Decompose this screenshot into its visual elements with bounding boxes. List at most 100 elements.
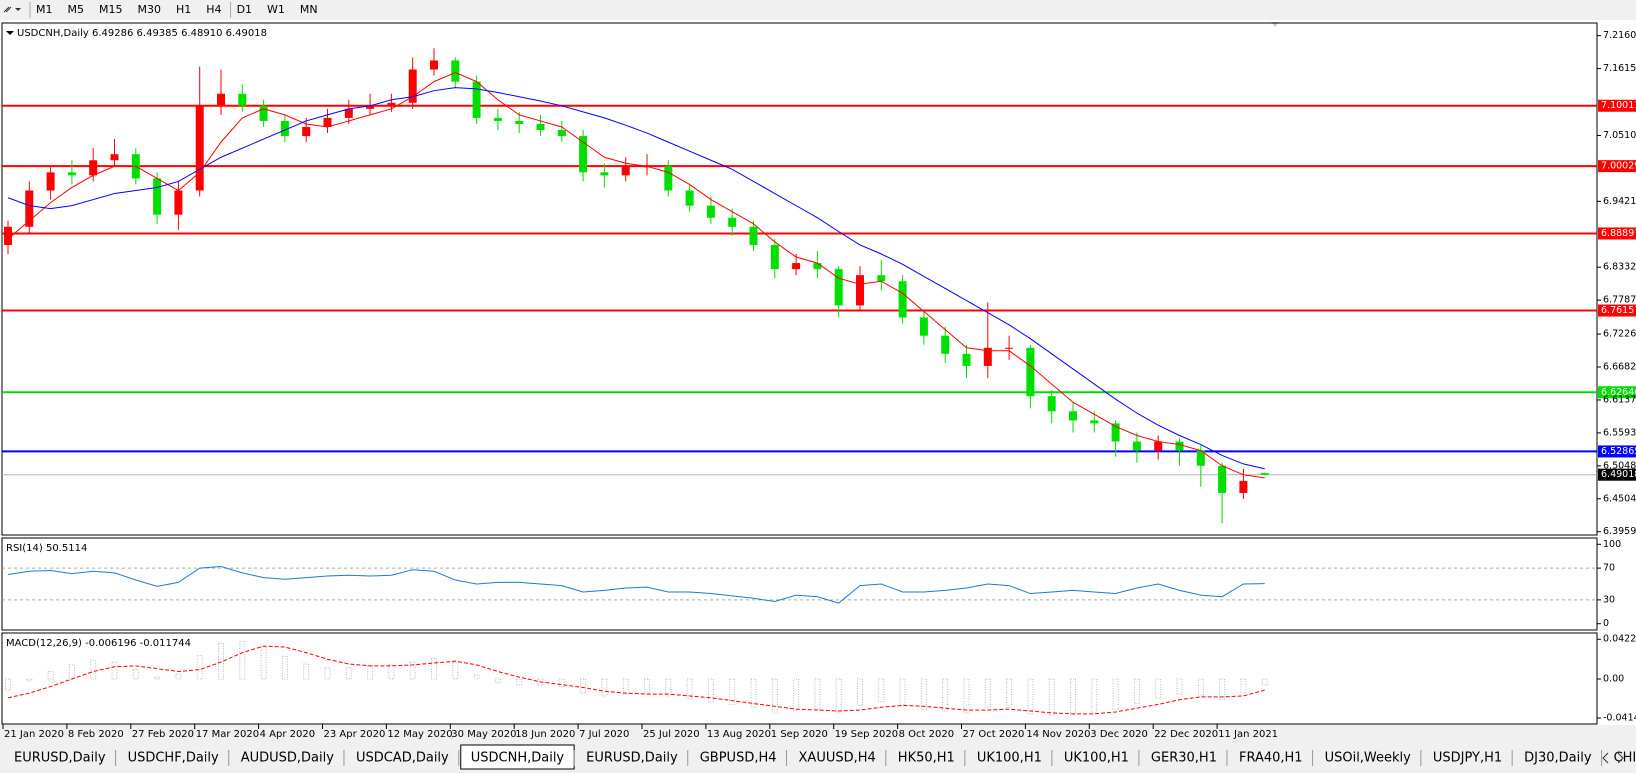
timeframe-button[interactable]: M5 (68, 3, 85, 16)
timeframe-button[interactable]: MN (300, 3, 318, 16)
timeframe-label[interactable]: M15 (99, 3, 123, 16)
symbol-tab[interactable]: EURUSD,Daily (576, 747, 689, 768)
tab-label[interactable]: AUDUSD,Daily (241, 751, 335, 766)
scroll-arrows[interactable] (1602, 752, 1624, 764)
histogram-bar (707, 678, 714, 703)
timeframe-button[interactable]: H4 (206, 3, 221, 16)
tab-label[interactable]: FRA40,H1 (1239, 751, 1303, 766)
symbol-tab[interactable]: GBPUSD,H4 (689, 747, 788, 768)
tab-label[interactable]: USDCNH,Daily (471, 751, 565, 766)
tab-background[interactable] (117, 747, 229, 768)
tab-background[interactable] (1228, 747, 1313, 768)
candle-body (366, 105, 375, 109)
symbol-tab[interactable]: USDCAD,Daily (345, 747, 460, 768)
candle-body (238, 93, 247, 106)
symbol-tab[interactable]: USDJPY,H1 (1422, 747, 1513, 768)
timeframe-label[interactable]: M5 (68, 3, 85, 16)
tool-icon[interactable] (3, 6, 12, 13)
y-tick-label: -0.04148 (1603, 713, 1636, 724)
symbol-tab[interactable]: HK50,H1 (887, 747, 966, 768)
timeframe-label[interactable]: MN (300, 3, 318, 16)
candle-body (792, 263, 801, 270)
tab-label[interactable]: USDCAD,Daily (356, 751, 449, 766)
timeframe-label[interactable]: M1 (36, 3, 53, 16)
tab-label[interactable]: CHINA300,H1 (1614, 751, 1636, 766)
y-tick-label: 6.45040 (1603, 493, 1636, 504)
timeframe-button[interactable]: M30 (138, 3, 162, 16)
candle-body (579, 136, 588, 173)
symbol-tab[interactable]: EURUSD,Daily (4, 747, 117, 768)
candle-body (302, 126, 311, 137)
histogram-bar (303, 663, 310, 680)
tab-background[interactable] (1314, 747, 1421, 768)
timeframe-label[interactable]: W1 (267, 3, 285, 16)
histogram-bar (516, 678, 523, 686)
tab-label[interactable]: XAUUSD,H4 (799, 751, 876, 766)
collapse-arrow[interactable] (6, 31, 14, 35)
tab-label[interactable]: USDJPY,H1 (1433, 751, 1502, 766)
symbol-tab[interactable]: XAUUSD,H4 (788, 747, 887, 768)
tab-background[interactable] (230, 747, 344, 768)
tab-background[interactable] (576, 747, 688, 768)
timeframe-button[interactable]: W1 (267, 3, 285, 16)
panel-title: RSI(14) 50.5114 (6, 543, 87, 554)
tab-background[interactable] (887, 747, 965, 768)
timeframe-button[interactable]: M15 (99, 3, 123, 16)
symbol-tab[interactable]: UK100,H1 (1053, 747, 1140, 768)
timeframe-button[interactable]: D1 (237, 3, 252, 16)
tab-background[interactable] (689, 747, 787, 768)
tab-background[interactable] (1603, 747, 1636, 768)
symbol-tab[interactable]: CHINA300,H1 (1603, 747, 1636, 768)
symbol-tab[interactable]: GER30,H1 (1140, 747, 1228, 768)
candle-body (430, 60, 438, 70)
symbol-tab[interactable]: USOil,Weekly (1314, 747, 1422, 768)
histogram-bar (1006, 678, 1013, 708)
candle-body (259, 105, 268, 121)
tab-label[interactable]: EURUSD,Daily (14, 751, 106, 766)
tab-label[interactable]: UK100,H1 (1064, 751, 1129, 766)
timeframe-button[interactable]: H1 (176, 3, 191, 16)
timeframe-label[interactable]: H4 (206, 3, 221, 16)
symbol-tab[interactable]: FRA40,H1 (1228, 747, 1314, 768)
tab-label[interactable]: DJ30,Daily (1524, 751, 1592, 766)
tab-background[interactable] (1140, 747, 1227, 768)
x-tick-label: 27 Feb 2020 (132, 729, 194, 740)
timeframe-label[interactable]: D1 (237, 3, 252, 16)
symbol-tab[interactable]: DJ30,Daily (1514, 747, 1603, 768)
tab-label[interactable]: GER30,H1 (1151, 751, 1217, 766)
candle-body (600, 172, 609, 176)
x-tick-label: 22 Dec 2020 (1154, 729, 1218, 740)
moving-average (7, 71, 1265, 479)
tab-label[interactable]: USDCHF,Daily (128, 751, 219, 766)
timeframe-button[interactable]: M1 (36, 3, 53, 16)
histogram-bar (899, 678, 906, 706)
candle-body (1218, 465, 1227, 493)
tab-label[interactable]: USOil,Weekly (1325, 751, 1412, 766)
tab-background[interactable] (966, 747, 1052, 768)
timeframe-label[interactable]: H1 (176, 3, 191, 16)
dropdown-arrow[interactable] (15, 8, 21, 11)
symbol-tab[interactable]: AUDUSD,Daily (230, 747, 345, 768)
tab-label[interactable]: EURUSD,Daily (586, 751, 678, 766)
symbol-tab[interactable]: USDCNH,Daily (460, 744, 575, 770)
tab-background[interactable] (788, 747, 886, 768)
symbol-tab[interactable]: UK100,H1 (966, 747, 1053, 768)
candle-body (664, 166, 673, 191)
level-price-label: 7.00029 (1601, 161, 1636, 172)
candle-body (195, 105, 204, 191)
tab-label[interactable]: HK50,H1 (898, 751, 955, 766)
level-price-box (1598, 99, 1636, 112)
symbol-tab[interactable]: USDCHF,Daily (117, 747, 230, 768)
tab-background[interactable] (345, 747, 459, 768)
timeframe-label[interactable]: M30 (138, 3, 162, 16)
level-price-box (1598, 227, 1636, 240)
tab-background[interactable] (1053, 747, 1139, 768)
tab-label[interactable]: UK100,H1 (977, 751, 1042, 766)
tab-background[interactable] (1422, 747, 1513, 768)
tab-label[interactable]: GBPUSD,H4 (700, 751, 777, 766)
histogram-bar (771, 678, 778, 713)
histogram-bar (5, 678, 11, 691)
tab-background[interactable] (1514, 747, 1602, 768)
panel-frame (1, 22, 1598, 536)
tab-background[interactable] (4, 747, 116, 768)
